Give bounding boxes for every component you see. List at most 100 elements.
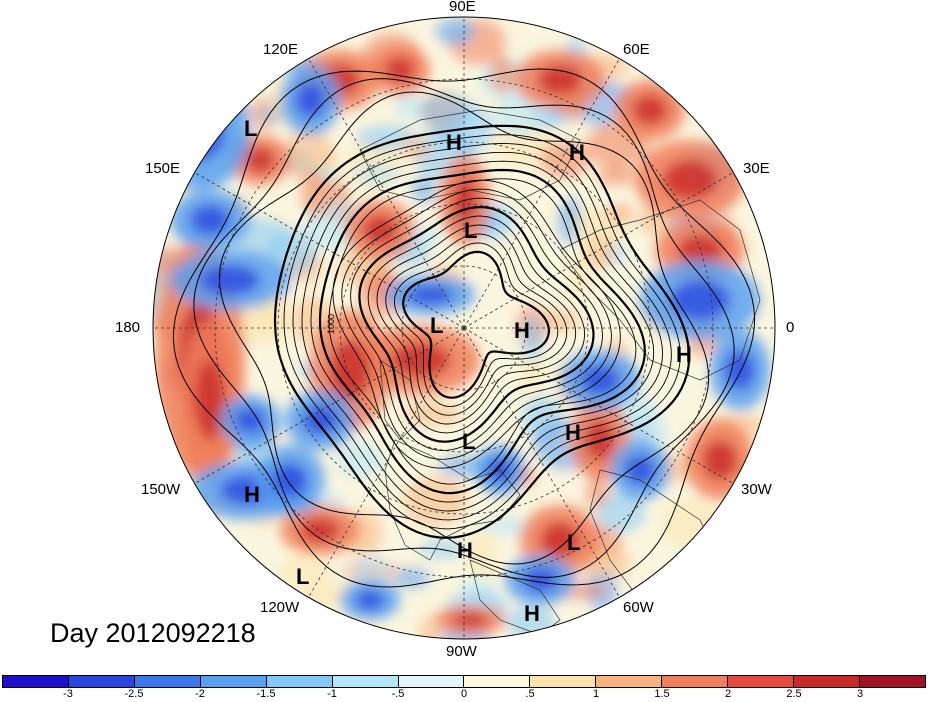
anomaly-blob <box>419 614 440 639</box>
colorbar-tick-label: -2.5 <box>124 688 144 700</box>
anomaly-blob <box>245 147 275 173</box>
anomaly-blob <box>235 407 265 433</box>
graticule <box>153 17 775 639</box>
colorbar-swatch <box>3 676 69 687</box>
height-contour <box>273 124 691 539</box>
coastline <box>559 199 761 381</box>
anomaly-blob <box>537 65 583 95</box>
anomaly-blob <box>670 280 730 320</box>
colorbar-swatch <box>398 676 465 687</box>
anomaly-blob <box>702 440 738 480</box>
colorbar <box>2 675 926 688</box>
anomaly-blob <box>662 497 723 549</box>
anomaly-blob <box>418 540 467 558</box>
colorbar-swatch <box>728 676 795 687</box>
colorbar-swatch <box>794 676 860 687</box>
high-pressure-marker: H <box>457 538 473 563</box>
colorbar-tick-label: -1.5 <box>256 688 276 700</box>
height-contour <box>301 151 663 512</box>
anomaly-blob <box>295 82 325 118</box>
colorbar-tick-label: -3 <box>63 688 73 700</box>
colorbar-tick-label: 2 <box>724 688 732 700</box>
contour-label-1000: 1000 <box>326 314 337 334</box>
height-contour <box>292 143 672 521</box>
lon-label-120e: 120E <box>263 41 299 58</box>
lon-label-0: 0 <box>786 319 795 336</box>
height-contour <box>367 215 585 434</box>
anomaly-blob <box>435 17 475 46</box>
low-pressure-marker: L <box>462 429 476 454</box>
anomaly-blob <box>195 360 225 440</box>
anomaly-blob <box>568 261 593 296</box>
lon-label-90w: 90W <box>446 643 477 660</box>
height-contour <box>385 233 568 416</box>
meridian-line <box>463 58 620 329</box>
high-pressure-marker: H <box>244 482 260 507</box>
anomaly-blob <box>677 235 723 265</box>
anomaly-blob <box>190 205 230 235</box>
anomaly-blob <box>539 310 581 332</box>
meridian-line <box>463 327 620 598</box>
colorbar-tick-label: -2 <box>195 688 205 700</box>
colorbar-swatch <box>464 676 531 687</box>
low-pressure-marker: L <box>244 116 258 141</box>
colorbar-tick-label: 2.5 <box>786 688 802 700</box>
meridian-line <box>308 58 465 329</box>
low-pressure-marker: L <box>296 564 310 589</box>
lon-label-60e: 60E <box>623 41 650 58</box>
high-pressure-marker: H <box>514 318 530 343</box>
anomaly-blob <box>390 342 450 378</box>
high-pressure-marker: H <box>565 420 581 445</box>
anomaly-blob <box>662 160 718 200</box>
meridian-line <box>194 327 465 484</box>
lon-label-150w: 150W <box>141 481 181 498</box>
anomaly-blob <box>385 57 415 83</box>
lon-label-30w: 30W <box>741 481 772 498</box>
anomaly-blob <box>395 93 422 120</box>
high-pressure-marker: H <box>446 130 462 155</box>
colorbar-swatch <box>266 676 333 687</box>
anomaly-blob <box>632 95 668 125</box>
anomaly-blob <box>452 612 488 628</box>
anomaly-blob <box>412 176 437 204</box>
anomaly-blob <box>200 265 260 295</box>
anomaly-blob <box>355 590 385 610</box>
low-pressure-marker: L <box>430 313 444 338</box>
height-contour <box>358 206 595 443</box>
lon-label-150e: 150E <box>145 160 181 177</box>
colorbar-tick-label: 3 <box>856 688 864 700</box>
colorbar-swatch <box>859 676 925 687</box>
anomaly-blob <box>272 462 308 498</box>
colorbar-tick-label: .5 <box>525 688 535 700</box>
colorbar-swatch <box>200 676 267 687</box>
anomaly-blob <box>300 517 340 543</box>
anomaly-blob <box>418 93 475 131</box>
anomaly-blob <box>489 55 517 94</box>
meridian-line <box>194 172 465 329</box>
anomaly-blob <box>362 215 398 245</box>
height-contour <box>394 242 559 407</box>
colorbar-tick-label: -1 <box>327 688 337 700</box>
low-pressure-marker: L <box>567 530 581 555</box>
anomaly-blob <box>596 493 646 533</box>
high-pressure-marker: H <box>524 601 540 626</box>
height-contour <box>283 134 681 530</box>
colorbar-swatch <box>134 676 201 687</box>
anomaly-blob <box>597 165 635 186</box>
anomaly-blob <box>607 240 628 269</box>
anomaly-blob <box>725 350 755 390</box>
colorbar-swatch <box>530 676 597 687</box>
lon-label-120w: 120W <box>260 599 300 616</box>
anomaly-blob <box>625 455 655 485</box>
colorbar-swatch <box>68 676 135 687</box>
meridian-line <box>463 327 734 484</box>
anomaly-blob <box>330 340 370 400</box>
anomaly-blob <box>400 136 431 160</box>
height-contour <box>341 188 612 460</box>
high-pressure-marker: H <box>569 140 585 165</box>
meridian-line <box>463 172 734 329</box>
height-contour <box>310 160 655 503</box>
lon-label-90e: 90E <box>449 0 476 15</box>
colorbar-swatch <box>596 676 663 687</box>
